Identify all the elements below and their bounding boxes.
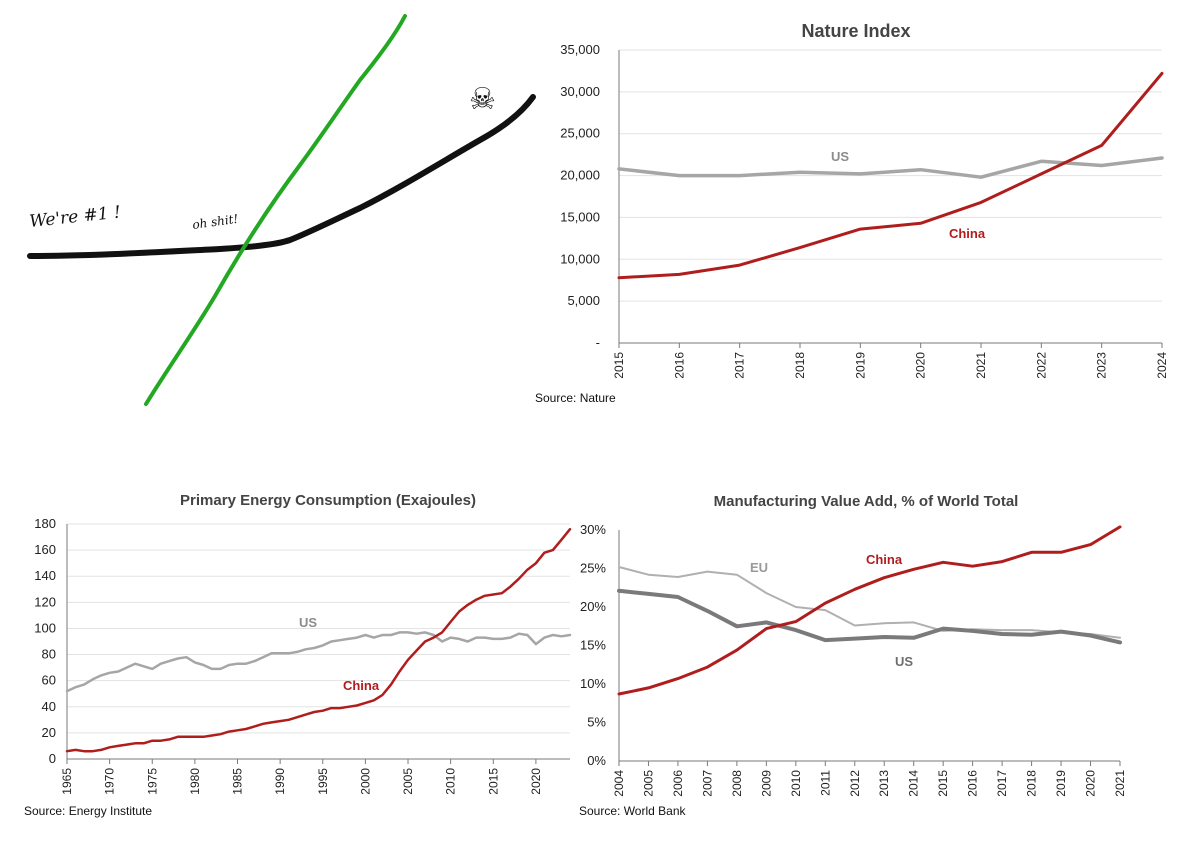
manufacturing-xtick-label: 2007 [700, 770, 714, 797]
manufacturing-ytick-label: 15% [580, 638, 606, 653]
energy-xtick-label: 2005 [401, 768, 415, 795]
manufacturing-xtick-label: 2017 [995, 770, 1009, 797]
energy-ytick-label: 60 [42, 673, 56, 688]
nature-xtick-label: 2016 [672, 352, 686, 379]
nature-xtick-label: 2023 [1095, 352, 1109, 379]
nature-xtick-label: 2021 [974, 352, 988, 379]
nature-ytick-label: 10,000 [560, 251, 600, 266]
sketch-black-line [27, 94, 536, 259]
manufacturing-source: Source: World Bank [579, 804, 686, 818]
energy-title: Primary Energy Consumption (Exajoules) [180, 492, 476, 509]
energy-xtick-label: 1985 [231, 768, 245, 795]
energy-xtick-label: 1975 [145, 768, 159, 795]
energy-ytick-label: 100 [34, 620, 56, 635]
nature-ytick-label: 30,000 [560, 84, 600, 99]
nature-title: Nature Index [801, 21, 910, 41]
nature-xtick-label: 2020 [914, 352, 928, 379]
manufacturing-xtick-label: 2021 [1113, 770, 1127, 797]
skull-icon: ☠ [469, 82, 496, 117]
nature-ytick-label: 35,000 [560, 42, 600, 57]
nature-xtick-label: 2017 [733, 352, 747, 379]
nature-series-us [617, 156, 1164, 179]
energy-xtick-label: 1965 [60, 768, 74, 795]
energy-consumption-chart: Primary Energy Consumption (Exajoules) 0 2… [24, 492, 572, 818]
energy-ytick-label: 120 [34, 594, 56, 609]
energy-xtick-label: 2000 [358, 768, 372, 795]
manufacturing-xtick-label: 2015 [936, 770, 950, 797]
energy-series-china [65, 527, 572, 753]
manufacturing-xtick-label: 2006 [671, 770, 685, 797]
manufacturing-ytick-label: 20% [580, 599, 606, 614]
nature-xtick-label: 2022 [1034, 352, 1048, 379]
nature-xtick-label: 2018 [793, 352, 807, 379]
nature-xtick-label: 2015 [612, 352, 626, 379]
manufacturing-label-us: US [895, 654, 913, 669]
energy-xtick-label: 2020 [529, 768, 543, 795]
energy-ytick-label: 0 [49, 751, 56, 766]
manufacturing-xtick-label: 2012 [848, 770, 862, 797]
manufacturing-ytick-label: 5% [587, 715, 606, 730]
manufacturing-ytick-label: 30% [580, 522, 606, 537]
energy-xtick-label: 2010 [444, 768, 458, 795]
manufacturing-ytick-label: 0% [587, 753, 606, 768]
manufacturing-title: Manufacturing Value Add, % of World Tota… [714, 493, 1019, 510]
energy-xtick-label: 1995 [316, 768, 330, 795]
manufacturing-label-eu: EU [750, 560, 768, 575]
nature-ytick-label: 25,000 [560, 126, 600, 141]
energy-ytick-label: 80 [42, 647, 56, 662]
manufacturing-xtick-label: 2014 [907, 770, 921, 797]
nature-ytick-label: - [596, 335, 600, 350]
nature-ytick-label: 15,000 [560, 209, 600, 224]
manufacturing-xtick-label: 2020 [1084, 770, 1098, 797]
energy-ytick-label: 140 [34, 568, 56, 583]
manufacturing-xtick-label: 2010 [789, 770, 803, 797]
nature-ytick-label: 20,000 [560, 168, 600, 183]
nature-series-china [617, 71, 1164, 280]
manufacturing-label-china: China [866, 552, 903, 567]
energy-xtick-label: 2015 [486, 768, 500, 795]
sketch-label-start: We're #1 ! [28, 202, 121, 231]
energy-ytick-label: 40 [42, 699, 56, 714]
energy-label-china: China [343, 678, 380, 693]
nature-index-chart: Nature Index - 5,000 10,000 15,000 20,000 25,0… [535, 21, 1169, 405]
manufacturing-xtick-label: 2019 [1054, 770, 1068, 797]
manufacturing-xtick-label: 2016 [966, 770, 980, 797]
nature-ytick-label: 5,000 [567, 293, 600, 308]
sketch-panel: We're #1 ! oh shit! ☠ [27, 14, 536, 406]
nature-xtick-label: 2019 [853, 352, 867, 379]
manufacturing-series-china [617, 525, 1122, 696]
sketch-green-line [144, 14, 407, 406]
energy-xtick-label: 1990 [273, 768, 287, 795]
energy-label-us: US [299, 615, 317, 630]
manufacturing-series-us [617, 588, 1122, 645]
manufacturing-chart: Manufacturing Value Add, % of World Tota… [579, 493, 1127, 818]
manufacturing-ytick-label: 10% [580, 676, 606, 691]
energy-xtick-label: 1970 [103, 768, 117, 795]
manufacturing-xtick-label: 2005 [641, 770, 655, 797]
energy-ytick-label: 160 [34, 542, 56, 557]
energy-series-us [65, 631, 572, 693]
manufacturing-xtick-label: 2013 [877, 770, 891, 797]
manufacturing-xtick-label: 2008 [730, 770, 744, 797]
manufacturing-ytick-label: 25% [580, 561, 606, 576]
manufacturing-xtick-label: 2018 [1025, 770, 1039, 797]
energy-ytick-label: 20 [42, 725, 56, 740]
nature-xtick-label: 2024 [1155, 352, 1169, 379]
energy-xtick-label: 1980 [188, 768, 202, 795]
nature-source: Source: Nature [535, 391, 616, 405]
manufacturing-xtick-label: 2004 [612, 770, 626, 797]
manufacturing-xtick-label: 2009 [759, 770, 773, 797]
energy-ytick-label: 180 [34, 516, 56, 531]
sketch-label-cross: oh shit! [191, 212, 239, 232]
nature-label-us: US [831, 149, 849, 164]
nature-label-china: China [949, 226, 986, 241]
manufacturing-series-eu [618, 566, 1121, 639]
energy-source: Source: Energy Institute [24, 804, 152, 818]
manufacturing-xtick-label: 2011 [818, 770, 832, 796]
